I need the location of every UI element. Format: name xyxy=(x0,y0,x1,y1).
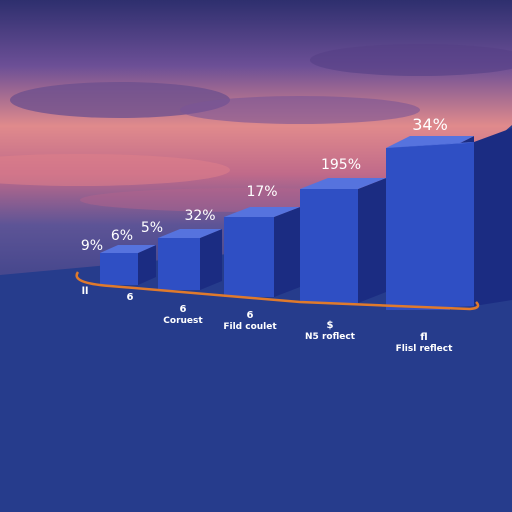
bars-group: 9% 6% 5% 32% 17% 34% 195% xyxy=(81,115,512,310)
category-icon: ll xyxy=(81,286,89,297)
category-label: fl Flisl reflect xyxy=(378,332,470,355)
cloud xyxy=(0,154,230,186)
bar xyxy=(224,217,274,297)
value-label: 32% xyxy=(184,208,215,224)
bar-top xyxy=(300,178,386,189)
bar-side xyxy=(358,178,386,303)
category-title: Flisl reflect xyxy=(395,344,453,354)
cloud xyxy=(10,82,230,118)
bar xyxy=(100,253,138,285)
category-icon: fl xyxy=(420,332,428,343)
bar-side xyxy=(138,245,156,285)
bar xyxy=(386,142,474,310)
category-label: $ N5 roflect xyxy=(290,320,370,343)
chart-floor xyxy=(0,125,512,512)
baseline-curve xyxy=(75,271,480,311)
bar-top xyxy=(224,207,300,217)
category-icon: $ xyxy=(326,320,334,331)
category-title: Coruest xyxy=(163,316,203,326)
category-icon: 6 xyxy=(126,292,134,303)
value-label: 34% xyxy=(412,115,448,134)
bar-side xyxy=(274,207,300,297)
value-label: 5% xyxy=(141,220,163,236)
bar-top xyxy=(100,245,156,253)
bar-top xyxy=(386,142,474,148)
cloud xyxy=(180,96,420,124)
value-label: 9% xyxy=(81,238,103,254)
category-label: 6 xyxy=(104,292,156,304)
bar-top xyxy=(158,229,222,238)
category-label: ll xyxy=(60,286,110,298)
category-title: Fild coulet xyxy=(223,322,277,332)
bar-side xyxy=(474,128,512,306)
bar xyxy=(300,189,358,303)
category-icon: 6 xyxy=(179,304,187,315)
category-label: 6 Coruest xyxy=(150,304,216,327)
cloud xyxy=(310,44,512,76)
category-icon: 6 xyxy=(246,310,254,321)
category-title: N5 roflect xyxy=(305,332,355,342)
bar-label: 195% xyxy=(321,157,361,173)
bar xyxy=(158,238,200,290)
category-label: 6 Fild coulet xyxy=(214,310,286,333)
value-label: 6% xyxy=(111,228,133,244)
value-label: 17% xyxy=(246,184,277,200)
bar-side xyxy=(200,229,222,290)
